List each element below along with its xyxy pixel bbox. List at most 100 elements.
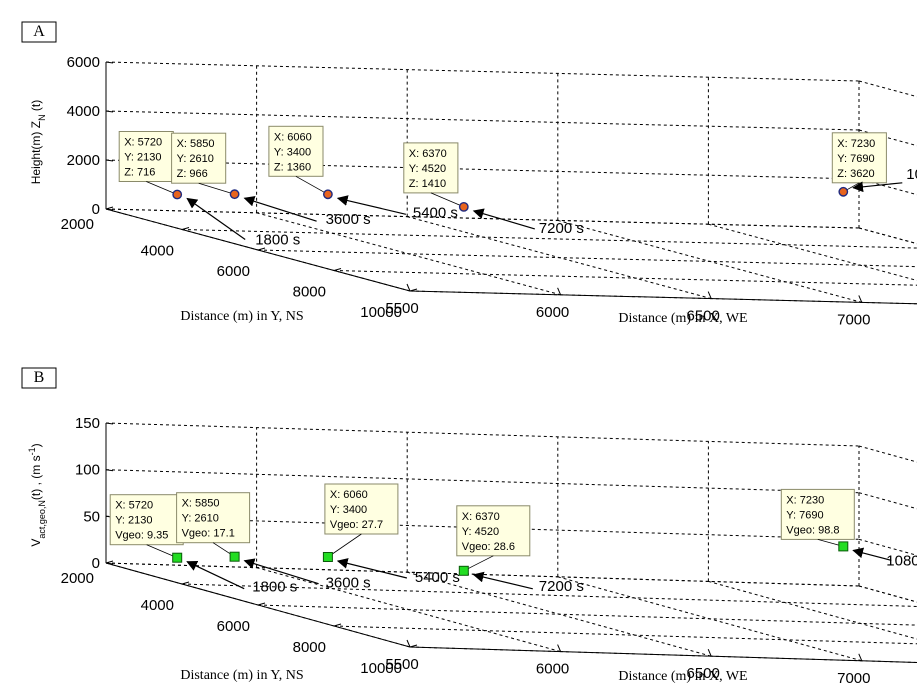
y-tick-label: 10000 bbox=[360, 304, 402, 321]
y-tick bbox=[181, 227, 190, 230]
x-tick bbox=[858, 295, 863, 303]
z-tick bbox=[105, 110, 114, 113]
data-point bbox=[229, 189, 240, 200]
x-tick-label: 6500 bbox=[687, 308, 720, 325]
datatip-line: Z: 716 bbox=[124, 166, 155, 178]
datatip-line: X: 6370 bbox=[409, 148, 447, 160]
z-tick-label: 0 bbox=[92, 201, 100, 218]
wall-grid-line bbox=[858, 445, 917, 463]
datatip-line: Z: 1410 bbox=[409, 178, 446, 190]
x-tick bbox=[406, 639, 411, 648]
datatip-line: Y: 3400 bbox=[330, 504, 367, 516]
y-tick bbox=[257, 602, 266, 606]
datatip-line: Y: 2610 bbox=[182, 513, 219, 525]
y-axis-title: Distance (m) in Y, NS bbox=[180, 309, 303, 324]
y-tick bbox=[333, 623, 342, 627]
datatip-line: X: 6370 bbox=[462, 511, 500, 523]
time-arrow bbox=[852, 181, 903, 193]
datatip-line: X: 5850 bbox=[182, 498, 220, 510]
time-arrow bbox=[336, 558, 408, 579]
time-label: 10800 s bbox=[906, 166, 917, 183]
floor-grid-line bbox=[409, 646, 917, 663]
floor-grid-line bbox=[105, 208, 860, 229]
datatip-line: Y: 3400 bbox=[274, 146, 311, 158]
y-tick-label: 2000 bbox=[61, 216, 94, 233]
time-arrow bbox=[186, 197, 246, 240]
floor-grid-line bbox=[858, 227, 917, 245]
wall-grid-line bbox=[858, 178, 917, 196]
datatip-box bbox=[171, 132, 227, 184]
x-axis-title: Distance (m) in X, WE bbox=[618, 669, 747, 684]
x-tick bbox=[557, 644, 562, 652]
z-axis-title-main: V bbox=[29, 539, 43, 547]
data-point bbox=[458, 565, 469, 576]
time-label: 5400 s bbox=[413, 204, 458, 221]
y-tick-label: 6000 bbox=[217, 263, 250, 280]
z-tick-label: 50 bbox=[83, 508, 100, 525]
datatip-leader bbox=[327, 533, 362, 558]
wall-grid-line bbox=[105, 110, 860, 131]
x-tick bbox=[858, 653, 863, 661]
datatip-box bbox=[324, 483, 399, 535]
z-tick bbox=[105, 422, 114, 425]
wall-grid-line bbox=[105, 562, 860, 587]
floor-grid-line bbox=[708, 580, 917, 640]
z-tick-label: 4000 bbox=[67, 103, 100, 120]
x-tick bbox=[557, 287, 562, 295]
datatip-box bbox=[456, 505, 531, 557]
datatip-line: Y: 7690 bbox=[786, 509, 823, 521]
y-tick bbox=[181, 581, 190, 585]
data-point bbox=[172, 189, 183, 200]
floor-grid-line bbox=[333, 270, 917, 286]
panel-label: B bbox=[34, 369, 45, 386]
z-axis-title-sub: N bbox=[37, 114, 47, 121]
datatip-line: X: 5720 bbox=[115, 500, 153, 512]
floor-grid-line bbox=[105, 562, 860, 587]
panel-label-box bbox=[21, 367, 57, 389]
datatip-line: Vgeo: 28.6 bbox=[462, 541, 515, 553]
datatip-line: X: 7230 bbox=[786, 494, 824, 506]
floor-grid-line bbox=[708, 223, 917, 281]
datatip-line: Y: 2130 bbox=[115, 515, 152, 527]
datatip-leader bbox=[198, 182, 235, 195]
y-tick bbox=[105, 560, 114, 564]
z-axis-title-main: Height(m) Z bbox=[29, 121, 43, 184]
z-tick-label: 0 bbox=[92, 555, 100, 572]
wall-grid-line bbox=[105, 422, 860, 447]
datatip-line: Vgeo: 9.35 bbox=[115, 530, 168, 542]
time-arrow bbox=[243, 558, 319, 585]
z-tick-label: 6000 bbox=[67, 54, 100, 71]
x-axis-title: Distance (m) in X, WE bbox=[618, 311, 747, 326]
z-axis-title-sub: act,geo,N bbox=[37, 500, 47, 539]
y-tick-label: 10000 bbox=[360, 660, 402, 677]
datatip-line: Y: 4520 bbox=[409, 163, 446, 175]
data-point bbox=[838, 541, 849, 552]
datatip-leader bbox=[146, 544, 178, 559]
z-tick bbox=[105, 469, 114, 472]
z-axis-title-sup: -1 bbox=[27, 447, 37, 455]
panel-label: A bbox=[33, 23, 45, 40]
data-point bbox=[322, 189, 333, 200]
z-axis-title-tail: (t) , (m s bbox=[29, 455, 43, 500]
x-tick-label: 6500 bbox=[687, 665, 720, 682]
z-tick-label: 2000 bbox=[67, 152, 100, 169]
datatip-line: Y: 2610 bbox=[177, 153, 214, 165]
datatip-line: Vgeo: 17.1 bbox=[182, 528, 235, 540]
data-point bbox=[229, 551, 240, 562]
wall-grid-line bbox=[858, 227, 917, 245]
x-tick-label: 5500 bbox=[385, 656, 418, 673]
z-axis-title-tail: (t) bbox=[29, 100, 43, 115]
datatip-line: X: 6060 bbox=[274, 131, 312, 143]
datatip-leader bbox=[146, 181, 178, 195]
x-tick bbox=[707, 649, 712, 657]
floor-grid-line bbox=[257, 249, 917, 268]
data-point bbox=[838, 186, 849, 197]
x-tick-label: 5500 bbox=[385, 300, 418, 317]
x-tick-label: 7000 bbox=[837, 311, 870, 328]
time-label: 1800 s bbox=[252, 579, 297, 596]
z-tick bbox=[105, 61, 114, 64]
y-tick-label: 2000 bbox=[61, 570, 94, 587]
datatip-line: Y: 7690 bbox=[837, 153, 874, 165]
